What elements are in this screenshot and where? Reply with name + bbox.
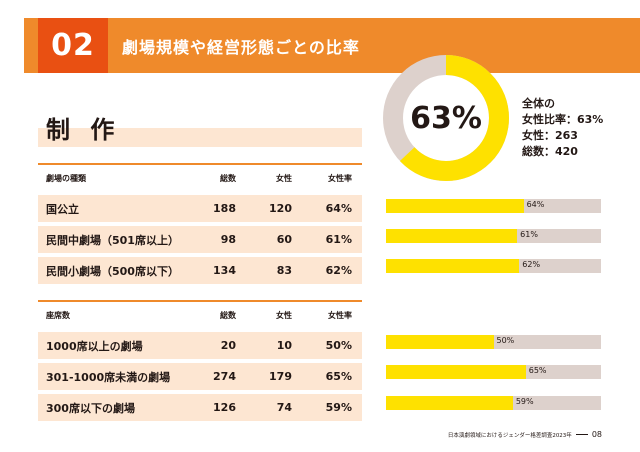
ratio-bar: 64% bbox=[386, 199, 601, 213]
footer-text: 日本演劇領域におけるジェンダー格差調査2023年 bbox=[447, 432, 572, 439]
section-title: 劇場規模や経営形態ごとの比率 bbox=[122, 38, 360, 57]
ratio-bar-label: 50% bbox=[496, 336, 515, 345]
summary-line: 総数：420 bbox=[522, 145, 578, 158]
ratio-bar-label: 61% bbox=[520, 230, 538, 239]
overall-ratio-donut: 63% bbox=[383, 55, 509, 181]
donut-fill bbox=[383, 55, 509, 181]
page-footer: 日本演劇領域におけるジェンダー格差調査2023年 08 bbox=[448, 430, 602, 439]
ratio-bar-label: 65% bbox=[528, 366, 547, 375]
row-female: 74 bbox=[276, 401, 292, 414]
header-rate: 女性率 bbox=[328, 310, 352, 320]
row-rate: 64% bbox=[325, 202, 352, 215]
header-category: 劇場の種類 bbox=[46, 173, 86, 183]
header-category: 座席数 bbox=[46, 310, 70, 320]
ratio-bar-fill bbox=[386, 199, 524, 213]
table-header: 座席数 総数 女性 女性率 bbox=[38, 302, 362, 328]
row-female: 179 bbox=[269, 370, 292, 383]
ratio-bar: 50% bbox=[386, 335, 601, 349]
row-name: 300席以下の劇場 bbox=[46, 401, 135, 415]
ratio-bar: 65% bbox=[386, 365, 601, 379]
summary-line: 女性：263 bbox=[522, 129, 578, 142]
row-female: 83 bbox=[276, 264, 292, 277]
row-name: 民間小劇場（500席以下） bbox=[46, 264, 179, 278]
summary-line: 女性比率：63% bbox=[522, 113, 604, 126]
seat-count-table: 座席数 総数 女性 女性率 1000席以上の劇場 20 10 50% 301-1… bbox=[38, 300, 362, 421]
header-total: 総数 bbox=[220, 173, 236, 183]
overall-ratio-label: 63% bbox=[410, 100, 482, 136]
summary-line: 全体の bbox=[522, 97, 555, 110]
table-rule bbox=[38, 163, 362, 165]
ratio-bar: 62% bbox=[386, 259, 601, 273]
row-total: 274 bbox=[213, 370, 236, 383]
page-number: 08 bbox=[591, 430, 602, 439]
ratio-bar-fill bbox=[386, 365, 526, 379]
row-name: 1000席以上の劇場 bbox=[46, 339, 143, 353]
ratio-bar-label: 62% bbox=[522, 260, 541, 269]
row-total: 188 bbox=[213, 202, 236, 215]
row-total: 20 bbox=[220, 339, 236, 352]
category-title: 制 作 bbox=[46, 116, 121, 144]
row-female: 60 bbox=[276, 233, 292, 246]
header-total: 総数 bbox=[220, 310, 236, 320]
ratio-bar: 59% bbox=[386, 396, 601, 410]
ratio-bar-fill bbox=[386, 396, 513, 410]
row-rate: 50% bbox=[325, 339, 352, 352]
header-rate: 女性率 bbox=[328, 173, 352, 183]
row-total: 134 bbox=[213, 264, 236, 277]
ratio-bar-fill bbox=[386, 259, 520, 273]
row-total: 126 bbox=[213, 401, 236, 414]
category-highlight bbox=[38, 128, 362, 147]
row-female: 120 bbox=[269, 202, 292, 215]
table-row: 民間中劇場（501席以上） 98 60 61% bbox=[38, 226, 362, 253]
table-row: 1000席以上の劇場 20 10 50% bbox=[38, 332, 362, 359]
header-female: 女性 bbox=[276, 173, 292, 183]
table-row: 民間小劇場（500席以下） 134 83 62% bbox=[38, 257, 362, 284]
theater-type-table: 劇場の種類 総数 女性 女性率 国公立 188 120 64% 民間中劇場（50… bbox=[38, 163, 362, 284]
row-name: 民間中劇場（501席以上） bbox=[46, 233, 179, 247]
footer-rule bbox=[575, 434, 588, 435]
overall-summary: 全体の 女性比率：63% 女性：263 総数：420 bbox=[522, 96, 603, 160]
row-name: 301-1000席未満の劇場 bbox=[46, 370, 171, 384]
row-rate: 59% bbox=[325, 401, 352, 414]
ratio-bar-fill bbox=[386, 335, 494, 349]
ratio-bar: 61% bbox=[386, 229, 601, 243]
table-row: 300席以下の劇場 126 74 59% bbox=[38, 394, 362, 421]
row-name: 国公立 bbox=[46, 202, 79, 216]
header-female: 女性 bbox=[276, 310, 292, 320]
ratio-bar-label: 59% bbox=[515, 397, 534, 406]
table-rule bbox=[38, 300, 362, 302]
table-row: 301-1000席未満の劇場 274 179 65% bbox=[38, 363, 362, 390]
chapter-number: 02 bbox=[38, 18, 108, 73]
table-header: 劇場の種類 総数 女性 女性率 bbox=[38, 165, 362, 191]
row-rate: 65% bbox=[325, 370, 352, 383]
row-rate: 61% bbox=[325, 233, 352, 246]
ratio-bar-label: 64% bbox=[526, 200, 545, 209]
row-total: 98 bbox=[220, 233, 236, 246]
row-rate: 62% bbox=[325, 264, 352, 277]
header-band bbox=[24, 18, 640, 73]
table-row: 国公立 188 120 64% bbox=[38, 195, 362, 222]
row-female: 10 bbox=[276, 339, 292, 352]
ratio-bar-fill bbox=[386, 229, 518, 243]
